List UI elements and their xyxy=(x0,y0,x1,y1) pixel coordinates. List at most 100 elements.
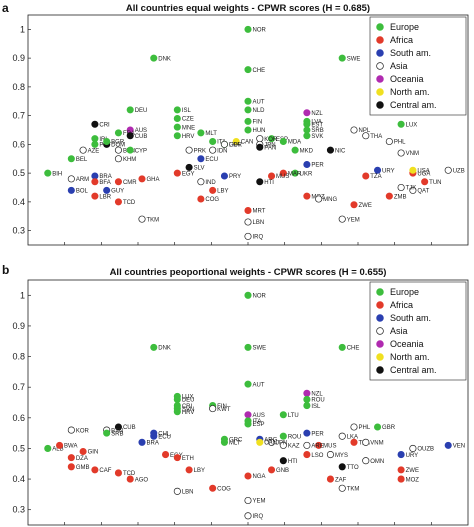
point-label: LBY xyxy=(217,189,228,195)
panel-b-legend: Europe Africa South am. Asia Oceania North am… xyxy=(369,281,467,381)
panel-a-data-points: NORDNKSWECHEAUTNLDDEUISLNZLSVNFINCZELVAL… xyxy=(44,25,465,241)
data-point-mus xyxy=(268,172,276,180)
data-point-srb xyxy=(103,429,111,437)
point-label: GUY xyxy=(111,189,124,195)
data-point-nor xyxy=(244,291,252,299)
point-label: KOR xyxy=(264,137,278,143)
y-tick-label: 0.7 xyxy=(12,382,25,392)
data-point-zaf xyxy=(326,475,334,483)
data-point-irq xyxy=(244,232,252,240)
data-point-ita xyxy=(209,137,217,146)
point-label: ROU xyxy=(288,434,301,440)
data-point-isl xyxy=(303,402,311,410)
data-point-swe xyxy=(244,343,252,351)
point-label: OUZB xyxy=(417,447,434,453)
data-point-egy xyxy=(162,451,170,459)
point-label: CAN xyxy=(264,441,277,447)
point-label: NLD xyxy=(253,108,266,114)
point-label: JPN xyxy=(264,143,275,149)
legend-marker xyxy=(376,88,384,96)
point-label: DOM xyxy=(111,143,125,149)
point-label: MUS xyxy=(323,444,336,450)
data-point-tkm xyxy=(338,484,346,492)
point-label: KOR xyxy=(76,428,90,434)
point-label: NPL xyxy=(359,128,371,134)
y-tick-label: 0.9 xyxy=(12,321,25,331)
point-label: ZWE xyxy=(406,468,419,474)
point-label: PER xyxy=(311,163,324,169)
data-point-kwt xyxy=(209,405,217,413)
point-label: TKM xyxy=(347,486,360,492)
point-label: SRB xyxy=(311,128,323,134)
point-label: SLV xyxy=(194,166,205,172)
data-point-che xyxy=(244,66,252,74)
point-label: PRY xyxy=(229,174,241,180)
data-point-gin xyxy=(79,447,87,456)
point-label: CRI xyxy=(182,404,193,410)
point-label: SWE xyxy=(347,56,361,62)
point-label: DZA xyxy=(76,456,88,462)
point-label: HTI xyxy=(264,180,274,186)
data-point-pan xyxy=(256,143,264,151)
legend-box xyxy=(369,281,467,381)
legend-label: Central am. xyxy=(390,365,437,375)
panel-b: b All countries peoportional weights - C… xyxy=(2,263,469,526)
data-point-cze xyxy=(173,114,181,123)
point-label: LUX xyxy=(182,395,194,401)
point-label: MOZ xyxy=(406,477,420,483)
point-label: TZA xyxy=(370,174,381,180)
point-label: VEN xyxy=(453,444,465,450)
point-label: SWE xyxy=(253,346,267,352)
data-point-cyp xyxy=(126,146,134,154)
point-label: UZB xyxy=(453,168,465,174)
point-label: ECU xyxy=(205,157,218,163)
point-label: GBR xyxy=(229,143,243,149)
point-label: HTI xyxy=(288,459,298,465)
point-label: AUS xyxy=(253,413,265,419)
data-point-gbr xyxy=(374,423,382,431)
point-label: LBN xyxy=(182,490,194,496)
data-point-pry xyxy=(220,172,228,180)
data-point-deu xyxy=(173,395,181,403)
panel-b-title: All countries peoportional weights - CPW… xyxy=(110,267,387,278)
point-label: NOR xyxy=(253,294,267,300)
point-label: YEM xyxy=(253,499,266,505)
data-point-caf xyxy=(91,466,99,474)
data-point-gmb xyxy=(67,463,75,471)
point-label: YEM xyxy=(347,217,360,223)
data-point-rou xyxy=(279,432,287,440)
point-label: CUB xyxy=(123,425,136,431)
data-point-omn xyxy=(362,457,370,465)
data-point-lka xyxy=(220,140,228,148)
point-label: MYS xyxy=(335,453,348,459)
legend-label: North am. xyxy=(390,352,430,362)
point-label: FIN xyxy=(217,404,227,410)
point-label: KHM xyxy=(123,157,136,163)
data-point-nzl xyxy=(303,109,311,117)
data-point-bwa xyxy=(56,441,64,449)
point-label: GHA xyxy=(147,177,160,183)
data-point-ury xyxy=(374,166,382,174)
point-label: ARG xyxy=(264,437,277,443)
data-point-nld xyxy=(244,106,252,114)
legend-marker xyxy=(376,327,384,335)
legend-label: Asia xyxy=(390,326,408,336)
point-label: BEL xyxy=(76,157,88,163)
point-label: THA xyxy=(370,134,382,140)
point-label: LBN xyxy=(253,220,265,226)
point-label: GIN xyxy=(88,450,99,456)
point-label: PAN xyxy=(264,145,276,151)
data-point-dnk xyxy=(150,54,158,62)
y-tick-label: 1 xyxy=(20,24,25,34)
point-label: AUT xyxy=(253,382,265,388)
point-label: MNE xyxy=(182,125,195,131)
legend-label: Africa xyxy=(390,35,413,45)
data-point-are xyxy=(303,441,311,449)
point-label: GNB xyxy=(276,468,289,474)
point-label: BRA xyxy=(147,441,159,447)
point-label: QAT xyxy=(417,189,429,195)
point-label: KAZ xyxy=(288,444,300,450)
legend-marker xyxy=(376,101,384,109)
data-point-eth xyxy=(173,454,181,462)
